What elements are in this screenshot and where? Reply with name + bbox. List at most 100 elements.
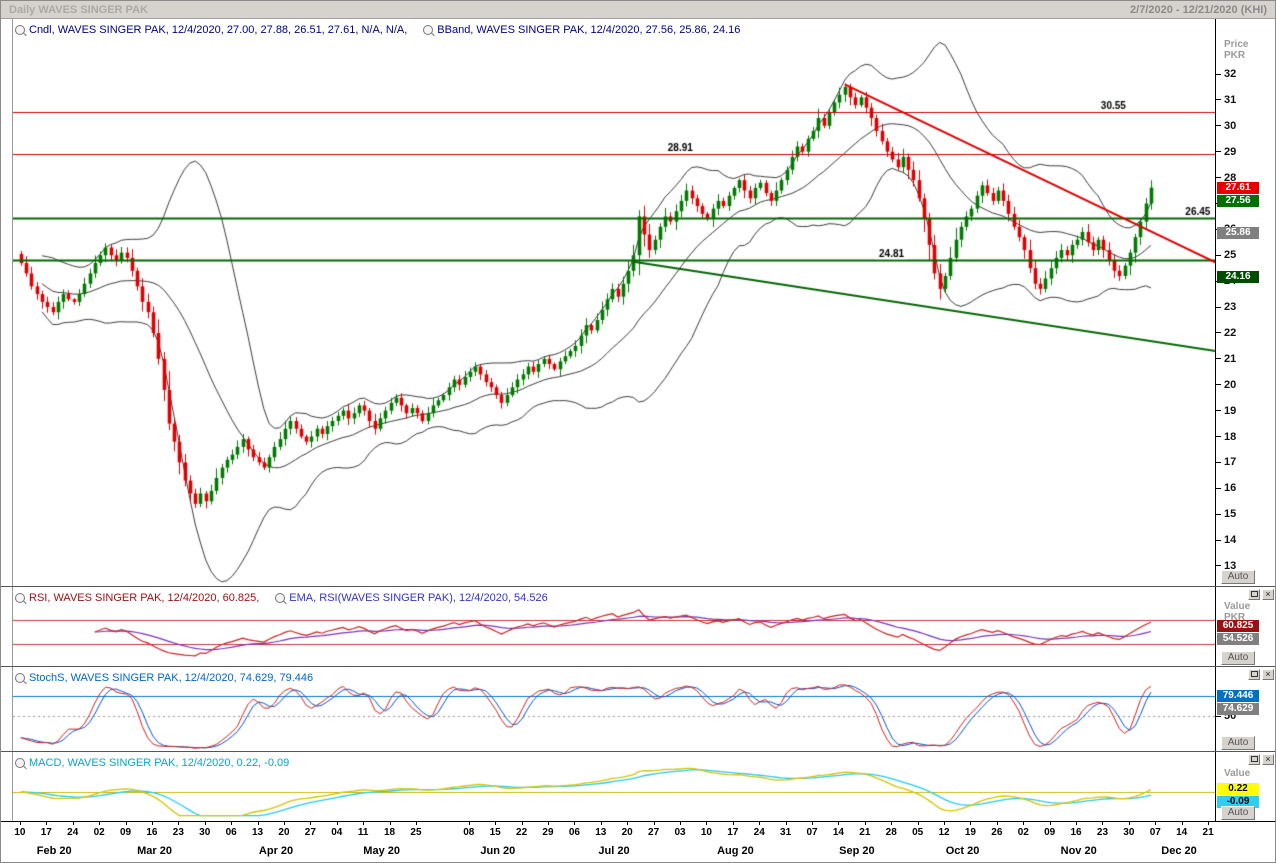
- close-button[interactable]: ×: [1262, 669, 1274, 680]
- x-axis-month-label: Jul 20: [598, 845, 630, 857]
- stochastic-chart-canvas[interactable]: [13, 667, 1217, 752]
- panel-buttons: ×: [1248, 754, 1274, 765]
- x-axis-tick: 20: [621, 827, 633, 838]
- x-axis-tick: 11: [357, 827, 369, 838]
- axis-tick: 21: [1216, 353, 1236, 365]
- x-tick-mark: [336, 822, 338, 825]
- x-axis-tick: 14: [832, 827, 844, 838]
- x-axis-tick: 15: [489, 827, 501, 838]
- x-axis-tick: 31: [780, 827, 792, 838]
- x-tick-mark: [574, 822, 576, 825]
- stochastic-plot-area: [12, 667, 1217, 752]
- x-tick-mark: [864, 822, 866, 825]
- x-axis-month-label: Jun 20: [480, 845, 516, 857]
- x-tick-mark: [1023, 822, 1025, 825]
- value-box: -0.09: [1217, 795, 1259, 808]
- indicator-icon: [423, 25, 434, 35]
- x-axis-tick: 28: [885, 827, 897, 838]
- x-tick-mark: [732, 822, 734, 825]
- x-axis: 10 17 24 02 09 16 23 30 06 13 20 27 04 11 18 25 08 15 22 29…: [1, 821, 1275, 862]
- window-title: Daily WAVES SINGER PAK: [9, 3, 148, 16]
- x-axis-month-label: Oct 20: [945, 845, 980, 857]
- x-tick-mark: [759, 822, 761, 825]
- x-axis-tick: 04: [331, 827, 343, 838]
- tick-mark: [1216, 151, 1221, 153]
- minimize-button[interactable]: [1248, 669, 1260, 680]
- panel-buttons: ×: [1248, 669, 1274, 680]
- axis-tick: 32: [1216, 68, 1236, 80]
- legend-item-ema[interactable]: EMA, RSI(WAVES SINGER PAK), 12/4/2020, 5…: [275, 592, 548, 604]
- x-axis-tick: 02: [93, 827, 105, 838]
- rsi-chart-canvas[interactable]: [13, 587, 1217, 667]
- axis-tick: 29: [1216, 146, 1236, 158]
- x-tick-mark: [125, 822, 127, 825]
- legend-item-macd[interactable]: MACD, WAVES SINGER PAK, 12/4/2020, 0.22,…: [15, 757, 289, 769]
- date-range-label: 2/7/2020 - 12/21/2020 (KHI): [1130, 3, 1267, 16]
- minimize-button[interactable]: [1248, 754, 1260, 765]
- auto-scale-button[interactable]: Auto: [1221, 651, 1255, 665]
- x-tick-mark: [468, 822, 470, 825]
- x-axis-tick: 12: [938, 827, 950, 838]
- x-tick-mark: [1181, 822, 1183, 825]
- price-chart-canvas[interactable]: [13, 19, 1217, 586]
- auto-scale-button[interactable]: Auto: [1221, 806, 1255, 820]
- x-tick-mark: [1049, 822, 1051, 825]
- legend-text-candle: Cndl, WAVES SINGER PAK, 12/4/2020, 27.00…: [29, 24, 408, 36]
- x-axis-tick: 30: [1123, 827, 1135, 838]
- tick-mark: [1216, 539, 1221, 541]
- macd-chart-canvas[interactable]: [13, 752, 1217, 822]
- legend-item-bband[interactable]: BBand, WAVES SINGER PAK, 12/4/2020, 27.5…: [423, 24, 740, 36]
- legend-item-candle[interactable]: Cndl, WAVES SINGER PAK, 12/4/2020, 27.00…: [15, 24, 407, 36]
- x-tick-mark: [415, 822, 417, 825]
- price-plot-area: [12, 19, 1217, 586]
- axis-title: Value: [1224, 601, 1251, 612]
- x-axis-tick: 10: [14, 827, 26, 838]
- x-axis-tick: 14: [1176, 827, 1188, 838]
- minimize-icon: [1250, 591, 1258, 597]
- x-tick-mark: [627, 822, 629, 825]
- x-axis-tick: 21: [1202, 827, 1214, 838]
- rsi-axis: × Value PKR 60.825 54.526 Auto: [1215, 587, 1275, 667]
- x-axis-month-label: Dec 20: [1161, 845, 1197, 857]
- auto-scale-button[interactable]: Auto: [1221, 570, 1255, 584]
- axis-tick: 17: [1216, 456, 1236, 468]
- x-axis-month-label: Mar 20: [137, 845, 173, 857]
- value-box: 60.825: [1217, 619, 1259, 632]
- close-button[interactable]: ×: [1262, 589, 1274, 600]
- tick-mark: [1216, 358, 1221, 360]
- tick-mark: [1216, 99, 1221, 101]
- auto-scale-button[interactable]: Auto: [1221, 736, 1255, 750]
- axis-tick: 16: [1216, 482, 1236, 494]
- titlebar[interactable]: Daily WAVES SINGER PAK 2/7/2020 - 12/21/…: [1, 1, 1275, 19]
- x-tick-mark: [1128, 822, 1130, 825]
- x-axis-month-label: May 20: [363, 845, 400, 857]
- legend-item-stoch[interactable]: StochS, WAVES SINGER PAK, 12/4/2020, 74.…: [15, 672, 313, 684]
- x-tick-mark: [389, 822, 391, 825]
- stochastic-legend: StochS, WAVES SINGER PAK, 12/4/2020, 74.…: [15, 672, 313, 684]
- tick-mark: [1216, 332, 1221, 334]
- x-tick-mark: [151, 822, 153, 825]
- axis-tick: 25: [1216, 249, 1236, 261]
- tick-mark: [1216, 306, 1221, 308]
- x-axis-tick: 02: [1017, 827, 1029, 838]
- close-button[interactable]: ×: [1262, 754, 1274, 765]
- x-axis-tick: 05: [912, 827, 924, 838]
- x-tick-mark: [178, 822, 180, 825]
- tick-mark: [1216, 715, 1221, 717]
- legend-text-macd: MACD, WAVES SINGER PAK, 12/4/2020, 0.22,…: [29, 757, 290, 769]
- x-axis-month-label: Apr 20: [258, 845, 294, 857]
- minimize-button[interactable]: [1248, 589, 1260, 600]
- x-axis-tick: 18: [384, 827, 396, 838]
- stochastic-panel: StochS, WAVES SINGER PAK, 12/4/2020, 74.…: [1, 666, 1275, 752]
- legend-item-rsi[interactable]: RSI, WAVES SINGER PAK, 12/4/2020, 60.825…: [15, 592, 259, 604]
- x-axis-month-label: Aug 20: [717, 845, 754, 857]
- x-axis-tick: 17: [40, 827, 52, 838]
- x-tick-mark: [547, 822, 549, 825]
- tick-mark: [1216, 177, 1221, 179]
- x-axis-tick: 10: [700, 827, 712, 838]
- minimize-icon: [1250, 671, 1258, 677]
- macd-legend: MACD, WAVES SINGER PAK, 12/4/2020, 0.22,…: [15, 757, 289, 769]
- minimize-icon: [1250, 756, 1258, 762]
- x-tick-mark: [204, 822, 206, 825]
